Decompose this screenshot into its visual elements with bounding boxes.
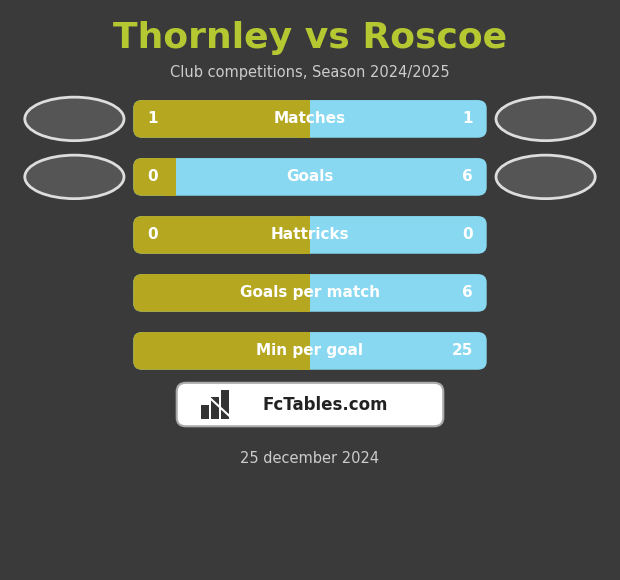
Text: Min per goal: Min per goal [257,343,363,358]
Ellipse shape [25,97,124,140]
Text: Matches: Matches [274,111,346,126]
FancyBboxPatch shape [133,216,487,254]
FancyBboxPatch shape [133,332,487,370]
FancyBboxPatch shape [133,158,175,196]
Text: 25: 25 [452,343,473,358]
FancyBboxPatch shape [133,332,310,370]
FancyBboxPatch shape [133,100,487,137]
Text: FcTables.com: FcTables.com [263,396,388,414]
FancyBboxPatch shape [133,100,310,137]
Bar [298,274,310,312]
Bar [202,405,209,419]
FancyBboxPatch shape [133,158,487,196]
FancyBboxPatch shape [133,216,310,254]
Text: 25 december 2024: 25 december 2024 [241,451,379,466]
Text: 1: 1 [147,111,157,126]
Text: Thornley vs Roscoe: Thornley vs Roscoe [113,21,507,55]
Bar [221,390,229,419]
FancyBboxPatch shape [177,383,443,426]
Bar [298,100,310,137]
Text: Club competitions, Season 2024/2025: Club competitions, Season 2024/2025 [170,65,450,80]
Text: 0: 0 [463,227,473,242]
Bar [164,158,175,196]
Text: 6: 6 [463,169,473,184]
Text: 1: 1 [463,111,473,126]
Text: 6: 6 [463,285,473,300]
Text: Hattricks: Hattricks [271,227,349,242]
Bar [298,216,310,254]
Ellipse shape [25,155,124,198]
Text: Goals: Goals [286,169,334,184]
Text: 0: 0 [147,227,157,242]
FancyBboxPatch shape [133,274,310,312]
Bar [298,332,310,370]
FancyBboxPatch shape [133,274,487,312]
Ellipse shape [496,97,595,140]
Text: Goals per match: Goals per match [240,285,380,300]
Ellipse shape [496,155,595,198]
Bar [211,397,219,419]
Text: 0: 0 [147,169,157,184]
